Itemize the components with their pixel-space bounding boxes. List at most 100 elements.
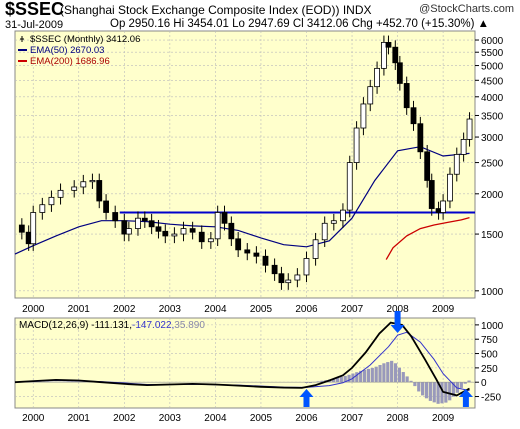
price-candle [162,230,169,237]
price-candle [340,209,346,222]
macd-line [14,321,470,397]
legend-label: EMA(50) 2670.03 [30,45,104,56]
year-tick-label: 2005 [250,304,273,315]
price-tick-label: 5000 [481,62,504,73]
signal-arrow [390,311,405,333]
price-candle [125,228,132,235]
price-candle [403,83,410,109]
price-candle [18,224,25,233]
price-candle [112,212,119,222]
price-candle [271,264,278,275]
price-candle [278,273,285,284]
macd-year-label: 2007 [341,413,364,424]
macd-year-label: 2002 [113,413,136,424]
exchange-code: INDX [342,3,372,17]
macd-histogram-bar [436,382,440,404]
signal-arrow [299,389,314,407]
macd-histogram-bar [347,374,351,383]
macd-histogram-bar [308,382,312,384]
price-candle [466,118,473,140]
price-tick-label: 1000 [481,287,504,298]
year-tick-label: 2004 [204,304,227,315]
price-candle [30,212,37,245]
price-candle [148,220,155,228]
price-candle [374,67,380,88]
macd-histogram-bar [459,382,463,388]
price-candle [103,200,109,213]
price-candle [410,107,417,125]
price-candle [285,279,292,284]
price-candle [207,238,214,243]
macd-histogram-bar [455,382,460,393]
price-candle [353,127,360,163]
price-candle [453,154,460,175]
macd-histogram-bar [432,382,436,403]
price-candle [155,226,162,232]
macd-histogram-bar [304,382,309,384]
price-tick-label: 4000 [481,93,504,104]
price-candle [198,231,205,243]
year-tick-label: 2001 [68,304,91,315]
price-candle [235,238,242,251]
price-candle [214,212,221,240]
macd-histogram-bar [424,382,429,399]
macd-year-label: 2006 [295,413,318,424]
price-candle [360,103,367,129]
macd-histogram-bar [339,376,343,383]
price-candle [253,252,260,257]
price-candle [221,212,228,224]
price-candle [460,139,467,155]
price-candle [141,217,148,222]
macd-histogram-bar [448,382,452,401]
macd-tick-label: 250 [481,364,498,375]
price-candle [303,258,310,276]
price-candle [330,220,337,224]
macd-histogram-bar [405,376,409,383]
price-candle [440,200,447,213]
price-candle [228,222,235,240]
macd-tick-label: 0 [481,378,487,389]
price-candle [48,196,55,206]
price-candle [381,41,387,69]
price-tick-label: 3000 [481,133,504,144]
price-tick-label: 1500 [481,230,504,241]
year-tick-label: 2009 [432,304,455,315]
price-candle [417,123,424,153]
quote-date: 31-Jul-2009 [5,19,64,31]
price-candle [57,189,64,198]
macd-histogram-bar [397,367,401,383]
macd-histogram-bar [343,375,347,383]
price-candle [392,46,399,64]
ema200-line [385,216,470,260]
price-candle [89,180,96,183]
price-candle [294,274,301,281]
macd-histogram-bar [362,369,367,383]
price-candle [96,180,103,202]
price-tick-label: 2500 [481,159,504,170]
macd-legend-macd: MACD(12,26,9) -111.131, [19,320,132,331]
price-candle [80,181,87,188]
price-candle [385,41,392,48]
macd-histogram-bar [413,382,417,387]
price-candle [447,173,453,202]
price-candle [71,186,78,191]
index-fullname: (Shanghai Stock Exchange Composite Index… [60,3,340,17]
year-tick-label: 2008 [386,304,409,315]
legend-label: EMA(200) 1686.96 [30,56,110,67]
year-tick-label: 2000 [22,304,45,315]
price-candle [367,86,374,105]
macd-histogram-bar [359,370,363,383]
macd-year-label: 2001 [68,413,91,424]
year-tick-label: 2007 [341,304,364,315]
macd-histogram-bar [390,360,394,383]
price-candle [424,151,431,181]
price-tick-label: 5500 [481,48,504,59]
macd-histogram-bar [440,382,444,404]
signal-arrow [458,389,473,407]
macd-histogram-bar [378,364,382,383]
macd-histogram-bar [382,363,386,383]
macd-histogram-bar [335,377,340,383]
macd-histogram-bar [428,382,432,401]
macd-histogram-bar [409,380,413,383]
quote-summary: Op 2950.16 Hi 3454.01 Lo 2947.69 Cl 3412… [110,18,490,30]
